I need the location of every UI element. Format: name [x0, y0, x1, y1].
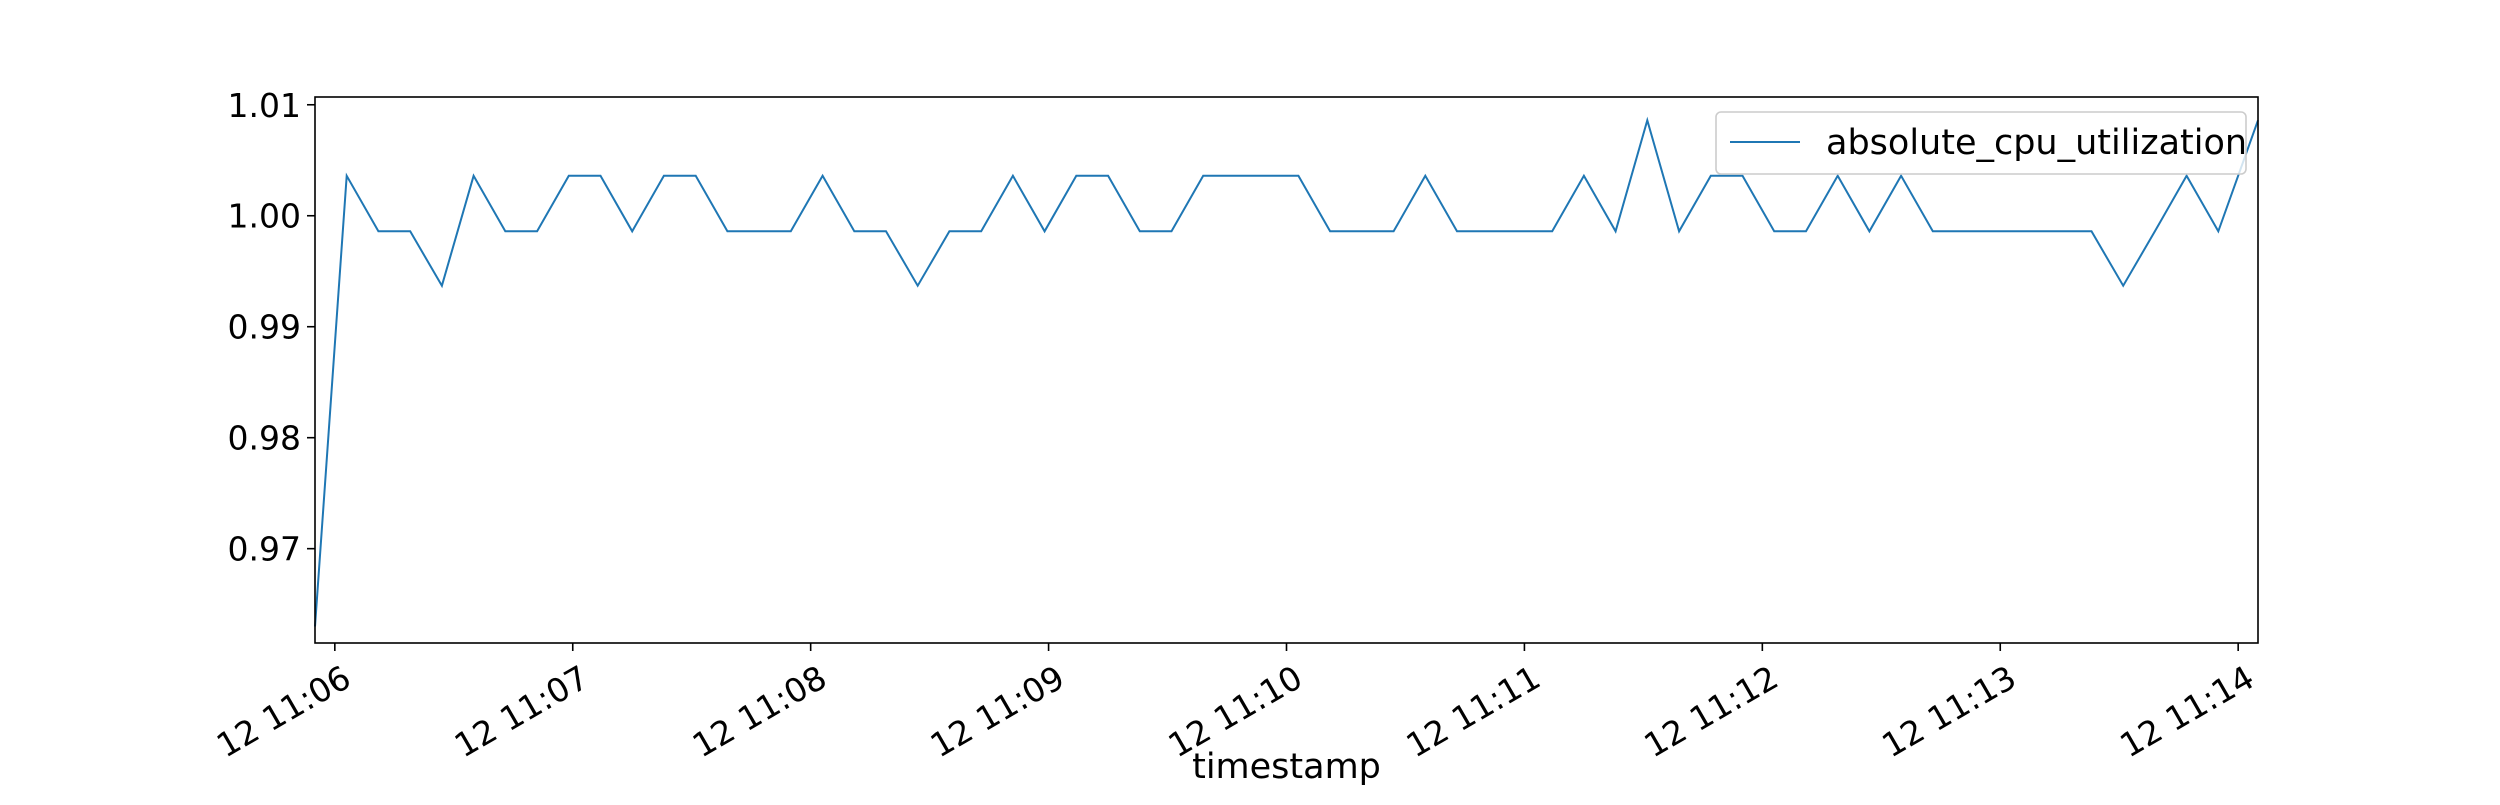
x-tick-label: 12 11:07 [448, 658, 595, 766]
x-tick-label: 12 11:06 [210, 658, 357, 766]
y-tick-label: 1.01 [228, 86, 301, 125]
x-tick-label: 12 11:11 [1399, 658, 1546, 766]
y-tick-label: 1.00 [228, 197, 301, 236]
x-tick-label: 12 11:08 [686, 658, 833, 766]
plot-area-frame [314, 96, 2259, 644]
x-tick-label: 12 11:12 [1637, 658, 1784, 766]
x-tick-label: 12 11:14 [2113, 658, 2260, 766]
x-axis-title: timestamp [1192, 747, 1381, 787]
legend-box [1715, 111, 2247, 175]
x-tick-label: 12 11:13 [1875, 658, 2022, 766]
legend: absolute_cpu_utilization [1715, 111, 2247, 175]
y-tick-label: 0.97 [228, 530, 301, 569]
y-tick-label: 0.99 [228, 308, 301, 347]
y-axis-ticks: 0.97 0.98 0.99 1.00 1.01 [228, 86, 315, 569]
legend-label: absolute_cpu_utilization [1826, 123, 2247, 163]
x-tick-label: 12 11:09 [924, 658, 1071, 766]
y-tick-label: 0.98 [228, 419, 301, 458]
series-line-absolute_cpu_utilization [314, 116, 2259, 627]
series-layer [314, 116, 2259, 627]
